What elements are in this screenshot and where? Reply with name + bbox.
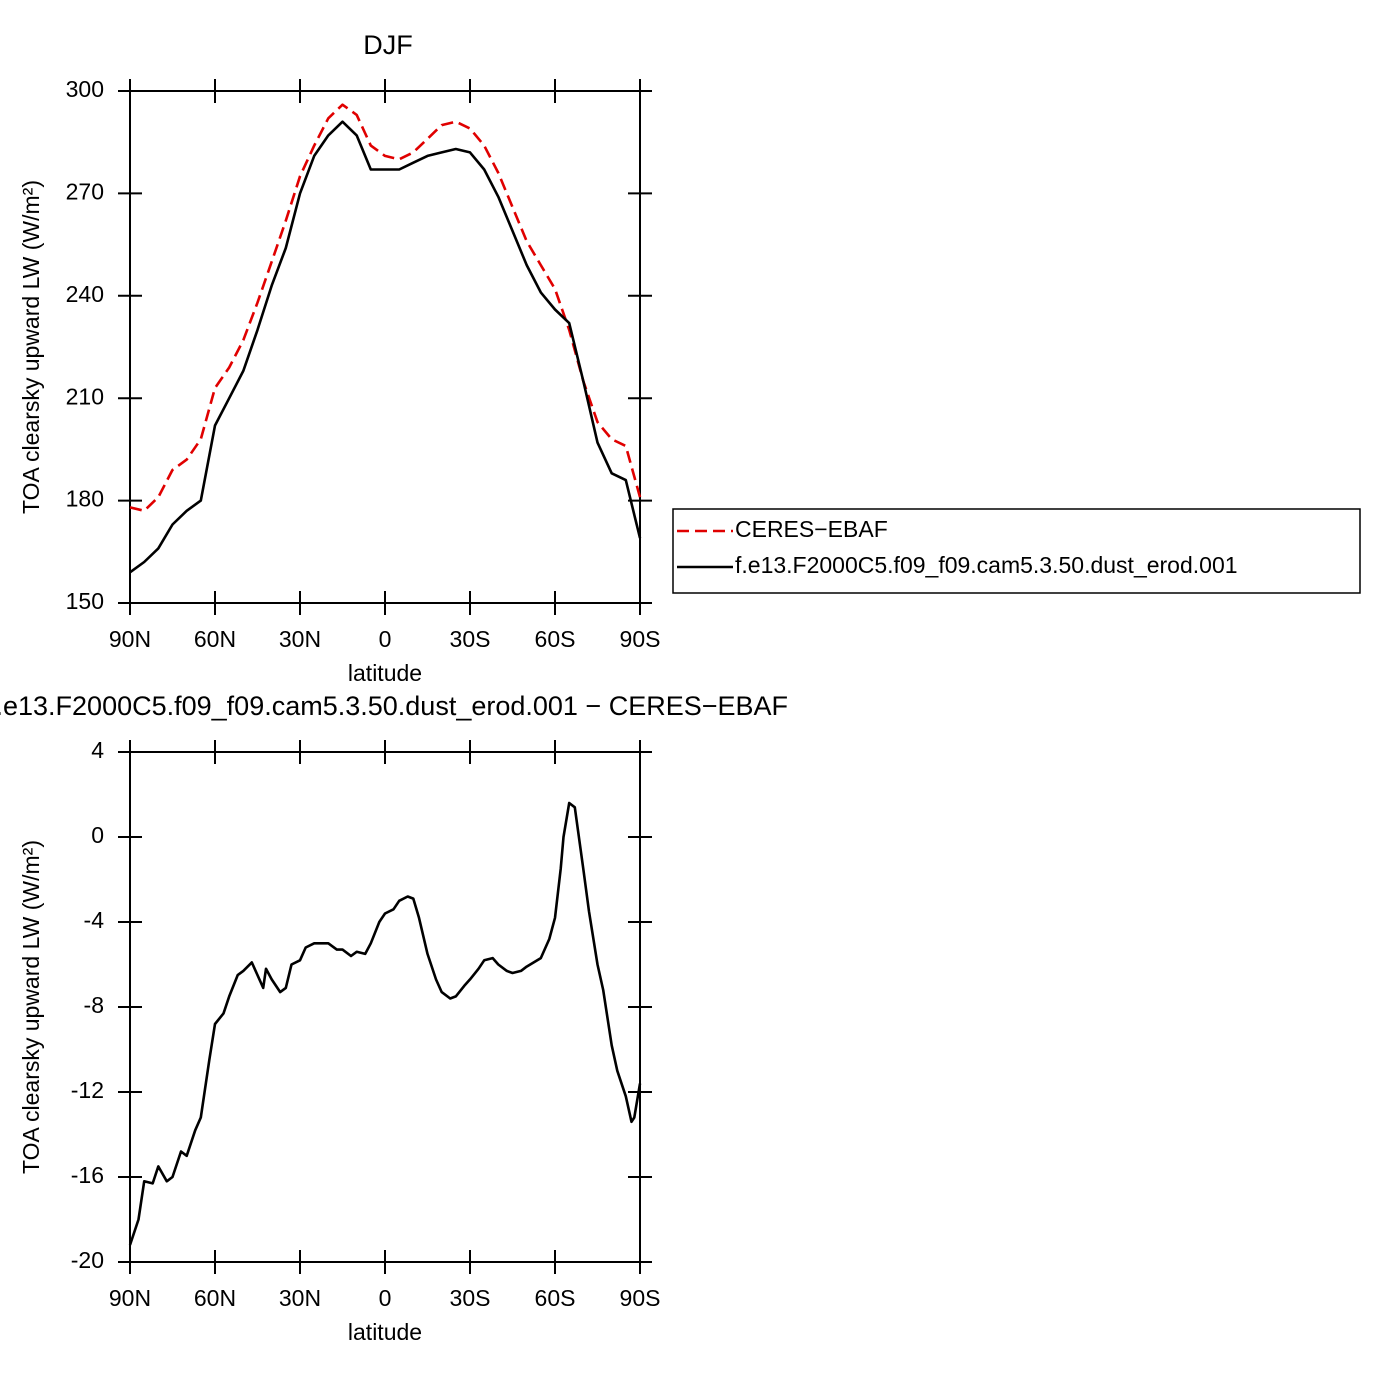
x-tick-label: 30N bbox=[279, 626, 321, 652]
data-line bbox=[129, 120, 642, 574]
x-tick-label: 0 bbox=[379, 1285, 392, 1311]
legend-label: CERES−EBAF bbox=[735, 516, 888, 542]
data-line bbox=[128, 801, 642, 1246]
y-tick-label: 270 bbox=[66, 178, 104, 204]
y-tick-label: 0 bbox=[91, 822, 104, 848]
x-tick-label: 90S bbox=[620, 626, 661, 652]
x-tick-label: 60N bbox=[194, 626, 236, 652]
chart-title: f.e13.F2000C5.f09_f09.cam5.3.50.dust_ero… bbox=[0, 691, 788, 721]
y-axis-label: TOA clearsky upward LW (W/m²) bbox=[18, 180, 44, 514]
y-tick-label: 210 bbox=[66, 383, 104, 409]
x-tick-label: 30S bbox=[450, 1285, 491, 1311]
x-tick-label: 0 bbox=[379, 626, 392, 652]
y-tick-label: 240 bbox=[66, 281, 104, 307]
x-tick-label: 60S bbox=[535, 626, 576, 652]
x-axis-label: latitude bbox=[348, 1319, 422, 1345]
x-tick-label: 30S bbox=[450, 626, 491, 652]
data-line bbox=[129, 103, 642, 513]
y-tick-label: -16 bbox=[71, 1162, 104, 1188]
x-tick-label: 90N bbox=[109, 1285, 151, 1311]
x-tick-label: 60N bbox=[194, 1285, 236, 1311]
x-tick-label: 60S bbox=[535, 1285, 576, 1311]
plot-frame bbox=[129, 751, 641, 1263]
y-tick-label: 4 bbox=[91, 737, 104, 763]
legend-label: f.e13.F2000C5.f09_f09.cam5.3.50.dust_ero… bbox=[735, 552, 1238, 578]
y-axis-label: TOA clearsky upward LW (W/m²) bbox=[18, 840, 44, 1174]
legend-box bbox=[672, 508, 1361, 594]
x-tick-label: 30N bbox=[279, 1285, 321, 1311]
y-tick-label: 300 bbox=[66, 76, 104, 102]
x-tick-label: 90N bbox=[109, 626, 151, 652]
x-axis-label: latitude bbox=[348, 660, 422, 686]
y-tick-label: 180 bbox=[66, 486, 104, 512]
y-tick-label: -20 bbox=[71, 1247, 104, 1273]
y-tick-label: -8 bbox=[84, 992, 104, 1018]
y-tick-label: 150 bbox=[66, 588, 104, 614]
x-tick-label: 90S bbox=[620, 1285, 661, 1311]
plot-frame bbox=[129, 90, 641, 604]
y-tick-label: -4 bbox=[84, 907, 105, 933]
chart-title: DJF bbox=[363, 30, 413, 60]
y-tick-label: -12 bbox=[71, 1077, 104, 1103]
